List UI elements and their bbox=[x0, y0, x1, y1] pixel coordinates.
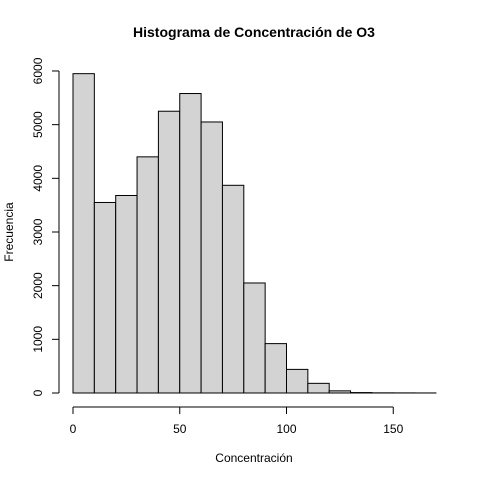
histogram-bar-5 bbox=[179, 93, 202, 394]
y-axis: 0 1000 2000 3000 4000 5000 6000 bbox=[31, 57, 60, 396]
y-tick-label-2: 2000 bbox=[31, 272, 45, 299]
histogram-bar-0 bbox=[72, 73, 95, 394]
histogram-bar-2 bbox=[115, 194, 138, 394]
y-tick-label-3: 3000 bbox=[31, 218, 45, 245]
histogram-bar-10 bbox=[286, 368, 309, 394]
y-tick-label-0: 0 bbox=[31, 389, 45, 396]
y-axis-label: Frecuencia bbox=[2, 202, 16, 262]
x-tick-label-0: 0 bbox=[70, 422, 77, 436]
x-axis-label: Concentración bbox=[215, 451, 292, 465]
chart-title: Histograma de Concentración de O3 bbox=[133, 24, 375, 40]
histogram-bar-9 bbox=[264, 343, 287, 394]
y-tick-label-4: 4000 bbox=[31, 165, 45, 192]
histogram-bar-6 bbox=[200, 121, 223, 394]
histogram-bar-1 bbox=[93, 201, 117, 394]
histogram-bar-4 bbox=[157, 110, 181, 394]
bars-group bbox=[72, 73, 437, 394]
histogram-bar-3 bbox=[136, 156, 159, 394]
x-tick-label-3: 150 bbox=[383, 422, 403, 436]
histogram-bar-8 bbox=[243, 282, 266, 394]
y-tick-label-6: 6000 bbox=[31, 57, 45, 84]
y-tick-label-1: 1000 bbox=[31, 326, 45, 353]
histogram-bar-11 bbox=[307, 382, 330, 394]
x-tick-label-1: 50 bbox=[173, 422, 187, 436]
histogram-bar-12 bbox=[328, 390, 352, 394]
histogram-bar-7 bbox=[221, 184, 245, 394]
y-tick-label-5: 5000 bbox=[31, 111, 45, 138]
x-axis: 0 50 100 150 bbox=[70, 406, 404, 436]
x-tick-label-2: 100 bbox=[276, 422, 296, 436]
